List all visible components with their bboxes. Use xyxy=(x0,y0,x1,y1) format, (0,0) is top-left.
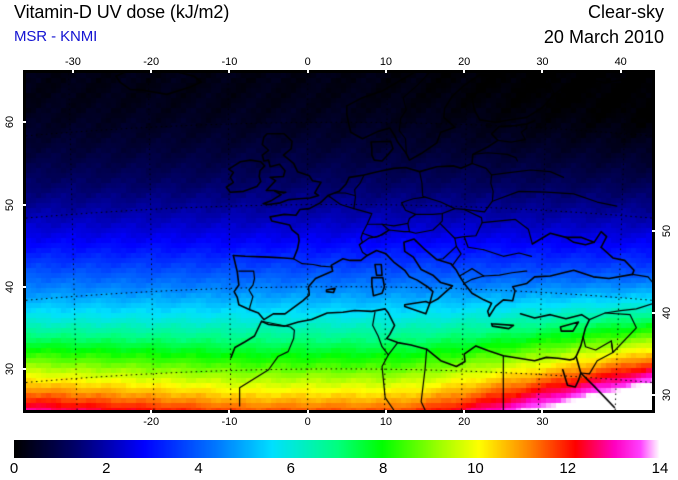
axis-label-top-30: 30 xyxy=(536,56,549,68)
colorbar-tick-0: 0 xyxy=(9,460,19,477)
axis-label-top-10: 10 xyxy=(379,56,393,68)
tick-top--10 xyxy=(228,70,231,73)
tick-top-40 xyxy=(619,70,622,73)
axis-label-top-20: 20 xyxy=(458,56,471,68)
map-plot-area xyxy=(23,70,655,413)
tick-right-40 xyxy=(652,312,655,314)
axis-label-right-50: 50 xyxy=(661,224,673,237)
tick-bottom-30 xyxy=(541,410,544,413)
tick-top--20 xyxy=(150,70,153,73)
tick-bottom--10 xyxy=(228,410,231,413)
date-label: 20 March 2010 xyxy=(543,27,664,47)
axis-label-right-30: 30 xyxy=(661,389,673,402)
axis-label-bottom-30: 30 xyxy=(536,416,549,428)
axis-label-left-40: 40 xyxy=(4,280,16,293)
sky-condition-label: Clear-sky xyxy=(587,2,664,22)
axis-label-top-40: 40 xyxy=(614,56,627,68)
axis-label-left-60: 60 xyxy=(4,116,16,129)
tick-bottom-0 xyxy=(306,410,309,413)
colorbar-tick-12: 12 xyxy=(559,460,577,477)
axis-label-right-40: 40 xyxy=(661,306,673,320)
tick-top-10 xyxy=(384,70,387,73)
tick-right-30 xyxy=(652,394,655,397)
axis-label-left-50: 50 xyxy=(4,198,16,211)
axis-label-bottom--10: -10 xyxy=(221,416,238,428)
header: Vitamin-D UV dose (kJ/m2) MSR - KNMI Cle… xyxy=(0,0,678,56)
colorbar-tick-6: 6 xyxy=(286,460,296,477)
tick-top-0 xyxy=(306,70,309,73)
colorbar-tick-4: 4 xyxy=(194,460,203,477)
colorbar-tick-8: 8 xyxy=(378,460,388,477)
colorbar: 0 2 4 6 8 10 12 14 xyxy=(0,440,678,480)
tick-left-30 xyxy=(23,367,26,370)
axis-label-bottom-20: 20 xyxy=(458,416,471,428)
tick-bottom-20 xyxy=(463,410,466,413)
colorbar-tick-14: 14 xyxy=(651,460,669,477)
colorbar-tick-2: 2 xyxy=(102,460,111,477)
page-subtitle: MSR - KNMI xyxy=(14,28,98,45)
axis-label-left-30: 30 xyxy=(4,362,16,376)
axis-label-top--10: -10 xyxy=(221,56,238,68)
axis-label-bottom-0: 0 xyxy=(304,416,311,428)
map-frame xyxy=(23,70,655,413)
page-title: Vitamin-D UV dose (kJ/m2) xyxy=(14,2,230,22)
axis-label-bottom-10: 10 xyxy=(379,416,393,428)
tick-top--30 xyxy=(71,70,74,73)
tick-left-40 xyxy=(23,285,26,288)
axis-label-top-0: 0 xyxy=(304,56,311,68)
axis-label-bottom--20: -20 xyxy=(143,416,160,428)
tick-left-50 xyxy=(23,203,26,206)
colorbar-tick-10: 10 xyxy=(467,460,484,477)
axis-label-top--20: -20 xyxy=(143,56,160,68)
colorbar-gradient xyxy=(14,440,660,458)
coastline-overlay xyxy=(26,73,652,410)
axis-label-top--30: -30 xyxy=(64,56,81,68)
tick-right-50 xyxy=(652,229,655,232)
tick-left-60 xyxy=(23,121,26,124)
tick-top-20 xyxy=(463,70,466,73)
tick-bottom--20 xyxy=(150,410,153,413)
tick-top-30 xyxy=(541,70,544,73)
tick-bottom-10 xyxy=(384,410,387,413)
